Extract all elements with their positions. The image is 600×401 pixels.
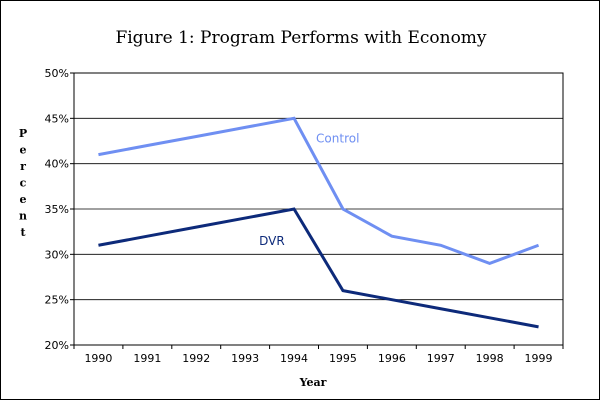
y-tick-label: 45% xyxy=(45,112,69,125)
x-tick-label: 1994 xyxy=(280,352,308,365)
y-tick-label: 20% xyxy=(45,339,69,352)
y-tick-label: 40% xyxy=(45,158,69,171)
y-tick-label: 25% xyxy=(45,294,69,307)
x-axis-ticks: 1990 1991 1992 1993 1994 1995 1996 1997 1998 1999 xyxy=(74,345,563,365)
x-tick-label: 1992 xyxy=(182,352,210,365)
y-axis-title-letter: e xyxy=(20,144,27,157)
y-axis-ticks: 20% 25% 30% 35% 40% 45% 50% xyxy=(45,67,74,352)
x-tick-label: 1999 xyxy=(525,352,553,365)
x-tick-label: 1990 xyxy=(84,352,112,365)
y-tick-label: 30% xyxy=(45,248,69,261)
series-lines xyxy=(98,118,538,327)
series-label-dvr: DVR xyxy=(259,234,285,248)
x-axis-title: Year xyxy=(299,376,327,389)
x-tick-label: 1998 xyxy=(476,352,504,365)
x-tick-label: 1997 xyxy=(427,352,455,365)
series-line-dvr xyxy=(98,209,538,327)
y-axis-title-letter: t xyxy=(20,226,26,239)
y-axis-title-letter: c xyxy=(20,177,27,190)
x-tick-label: 1993 xyxy=(231,352,259,365)
y-axis-title-letter: P xyxy=(19,127,27,140)
x-tick-label: 1996 xyxy=(378,352,406,365)
y-axis-title-letter: r xyxy=(20,160,26,173)
x-tick-label: 1991 xyxy=(133,352,161,365)
chart-title: Figure 1: Program Performs with Economy xyxy=(115,28,486,48)
y-tick-label: 50% xyxy=(45,67,69,80)
series-label-control: Control xyxy=(316,131,359,145)
x-tick-label: 1995 xyxy=(329,352,357,365)
y-axis-title-letter: e xyxy=(20,193,27,206)
y-axis-title-letter: n xyxy=(19,210,27,223)
y-tick-label: 35% xyxy=(45,203,69,216)
